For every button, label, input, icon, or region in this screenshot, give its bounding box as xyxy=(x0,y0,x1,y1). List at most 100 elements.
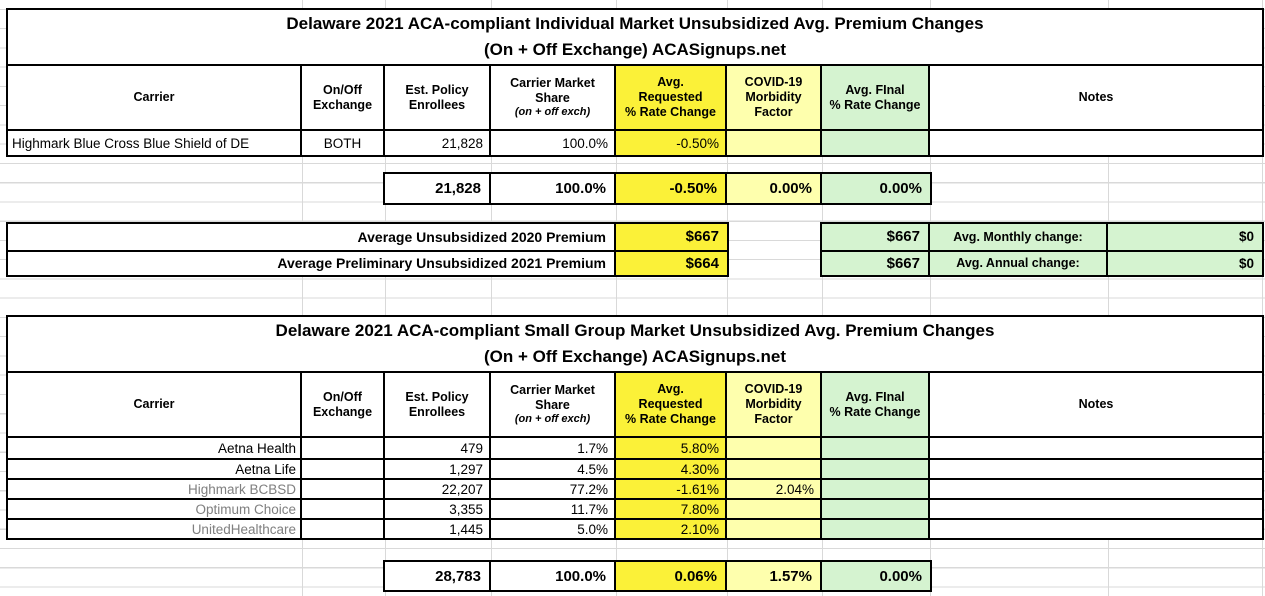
cell-exchange[interactable] xyxy=(302,460,385,478)
column-header-market-share: Carrier Market Share (on + off exch) xyxy=(491,373,616,436)
total-final[interactable]: 0.00% xyxy=(822,562,930,590)
summary-row-annual: $667 Avg. Annual change: $0 xyxy=(822,249,1262,275)
total-enrollees[interactable]: 28,783 xyxy=(385,562,491,590)
vertical-gridline xyxy=(616,0,617,596)
vertical-gridline xyxy=(1262,0,1263,596)
cell-covid[interactable] xyxy=(727,438,822,458)
cell-market-share[interactable]: 1.7% xyxy=(491,438,616,458)
column-header-requested: Avg. Requested % Rate Change xyxy=(616,373,727,436)
individual-market-table: Delaware 2021 ACA-compliant Individual M… xyxy=(6,8,1264,157)
cell-final[interactable] xyxy=(822,460,930,478)
cell-requested[interactable]: 2.10% xyxy=(616,520,727,538)
summary-final-2021[interactable]: $667 xyxy=(822,251,930,275)
summary-2021-premium[interactable]: $664 xyxy=(616,251,727,275)
carrier-row: Aetna Health 479 1.7% 5.80% xyxy=(8,438,1262,458)
column-header-carrier: Carrier xyxy=(8,66,302,129)
total-final[interactable]: 0.00% xyxy=(822,174,930,203)
column-header-carrier: Carrier xyxy=(8,373,302,436)
cell-enrollees[interactable]: 21,828 xyxy=(385,131,491,155)
cell-final[interactable] xyxy=(822,520,930,538)
carrier-row: Highmark Blue Cross Blue Shield of DE BO… xyxy=(8,131,1262,155)
column-header-exchange: On/Off Exchange xyxy=(302,66,385,129)
annual-change-value[interactable]: $0 xyxy=(1108,251,1262,275)
total-requested[interactable]: 0.06% xyxy=(616,562,727,590)
cell-final[interactable] xyxy=(822,480,930,498)
summary-row-2021: Average Preliminary Unsubsidized 2021 Pr… xyxy=(8,249,727,275)
cell-requested[interactable]: 4.30% xyxy=(616,460,727,478)
cell-notes[interactable] xyxy=(930,500,1262,518)
vertical-gridline xyxy=(727,0,728,596)
table-title-individual: Delaware 2021 ACA-compliant Individual M… xyxy=(8,10,1262,66)
monthly-change-value[interactable]: $0 xyxy=(1108,224,1262,250)
cell-carrier[interactable]: Optimum Choice xyxy=(8,500,302,518)
cell-final[interactable] xyxy=(822,131,930,155)
cell-enrollees[interactable]: 479 xyxy=(385,438,491,458)
cell-carrier[interactable]: Aetna Life xyxy=(8,460,302,478)
column-header-market-share: Carrier Market Share (on + off exch) xyxy=(491,66,616,129)
cell-exchange[interactable] xyxy=(302,480,385,498)
cell-market-share[interactable]: 11.7% xyxy=(491,500,616,518)
cell-requested[interactable]: -1.61% xyxy=(616,480,727,498)
cell-market-share[interactable]: 5.0% xyxy=(491,520,616,538)
vertical-gridline xyxy=(385,0,386,596)
cell-carrier[interactable]: Aetna Health xyxy=(8,438,302,458)
cell-market-share[interactable]: 100.0% xyxy=(491,131,616,155)
premium-summary-left: Average Unsubsidized 2020 Premium $667 A… xyxy=(6,222,729,277)
cell-covid[interactable] xyxy=(727,500,822,518)
cell-requested[interactable]: -0.50% xyxy=(616,131,727,155)
carrier-row: Optimum Choice 3,355 11.7% 7.80% xyxy=(8,498,1262,518)
cell-carrier[interactable]: UnitedHealthcare xyxy=(8,520,302,538)
summary-row-2020: Average Unsubsidized 2020 Premium $667 xyxy=(8,224,727,250)
cell-market-share[interactable]: 4.5% xyxy=(491,460,616,478)
total-covid[interactable]: 0.00% xyxy=(727,174,822,203)
cell-covid[interactable] xyxy=(727,460,822,478)
total-market-share[interactable]: 100.0% xyxy=(491,562,616,590)
small-group-market-table: Delaware 2021 ACA-compliant Small Group … xyxy=(6,315,1264,540)
cell-notes[interactable] xyxy=(930,131,1262,155)
cell-market-share[interactable]: 77.2% xyxy=(491,480,616,498)
cell-exchange[interactable] xyxy=(302,438,385,458)
summary-label-2020: Average Unsubsidized 2020 Premium xyxy=(8,224,616,250)
cell-notes[interactable] xyxy=(930,520,1262,538)
summary-2020-premium[interactable]: $667 xyxy=(616,224,727,250)
total-market-share[interactable]: 100.0% xyxy=(491,174,616,203)
cell-covid[interactable] xyxy=(727,520,822,538)
cell-enrollees[interactable]: 1,445 xyxy=(385,520,491,538)
column-header-covid: COVID-19 Morbidity Factor xyxy=(727,66,822,129)
table-title-small-group: Delaware 2021 ACA-compliant Small Group … xyxy=(8,317,1262,373)
cell-requested[interactable]: 5.80% xyxy=(616,438,727,458)
cell-notes[interactable] xyxy=(930,460,1262,478)
summary-row-monthly: $667 Avg. Monthly change: $0 xyxy=(822,224,1262,250)
cell-exchange[interactable] xyxy=(302,500,385,518)
cell-final[interactable] xyxy=(822,438,930,458)
cell-final[interactable] xyxy=(822,500,930,518)
cell-notes[interactable] xyxy=(930,438,1262,458)
cell-enrollees[interactable]: 22,207 xyxy=(385,480,491,498)
cell-enrollees[interactable]: 1,297 xyxy=(385,460,491,478)
total-covid[interactable]: 1.57% xyxy=(727,562,822,590)
cell-requested[interactable]: 7.80% xyxy=(616,500,727,518)
market-share-note: (on + off exch) xyxy=(514,413,591,425)
cell-carrier[interactable]: Highmark Blue Cross Blue Shield of DE xyxy=(8,131,302,155)
total-requested[interactable]: -0.50% xyxy=(616,174,727,203)
summary-final-2020[interactable]: $667 xyxy=(822,224,930,250)
carrier-row: Aetna Life 1,297 4.5% 4.30% xyxy=(8,458,1262,478)
cell-covid[interactable] xyxy=(727,131,822,155)
carrier-row: Highmark BCBSD 22,207 77.2% -1.61% 2.04% xyxy=(8,478,1262,498)
header-row: Carrier On/Off Exchange Est. Policy Enro… xyxy=(8,66,1262,131)
cell-exchange[interactable]: BOTH xyxy=(302,131,385,155)
column-header-final: Avg. FInal % Rate Change xyxy=(822,66,930,129)
vertical-gridline xyxy=(822,0,823,596)
cell-carrier[interactable]: Highmark BCBSD xyxy=(8,480,302,498)
summary-label-2021: Average Preliminary Unsubsidized 2021 Pr… xyxy=(8,251,616,275)
column-header-exchange: On/Off Exchange xyxy=(302,373,385,436)
column-header-requested: Avg. Requested % Rate Change xyxy=(616,66,727,129)
cell-covid[interactable]: 2.04% xyxy=(727,480,822,498)
cell-notes[interactable] xyxy=(930,480,1262,498)
total-enrollees[interactable]: 21,828 xyxy=(385,174,491,203)
individual-totals-row: 21,828 100.0% -0.50% 0.00% 0.00% xyxy=(383,172,932,205)
cell-enrollees[interactable]: 3,355 xyxy=(385,500,491,518)
premium-summary-right: $667 Avg. Monthly change: $0 $667 Avg. A… xyxy=(820,222,1264,277)
cell-exchange[interactable] xyxy=(302,520,385,538)
